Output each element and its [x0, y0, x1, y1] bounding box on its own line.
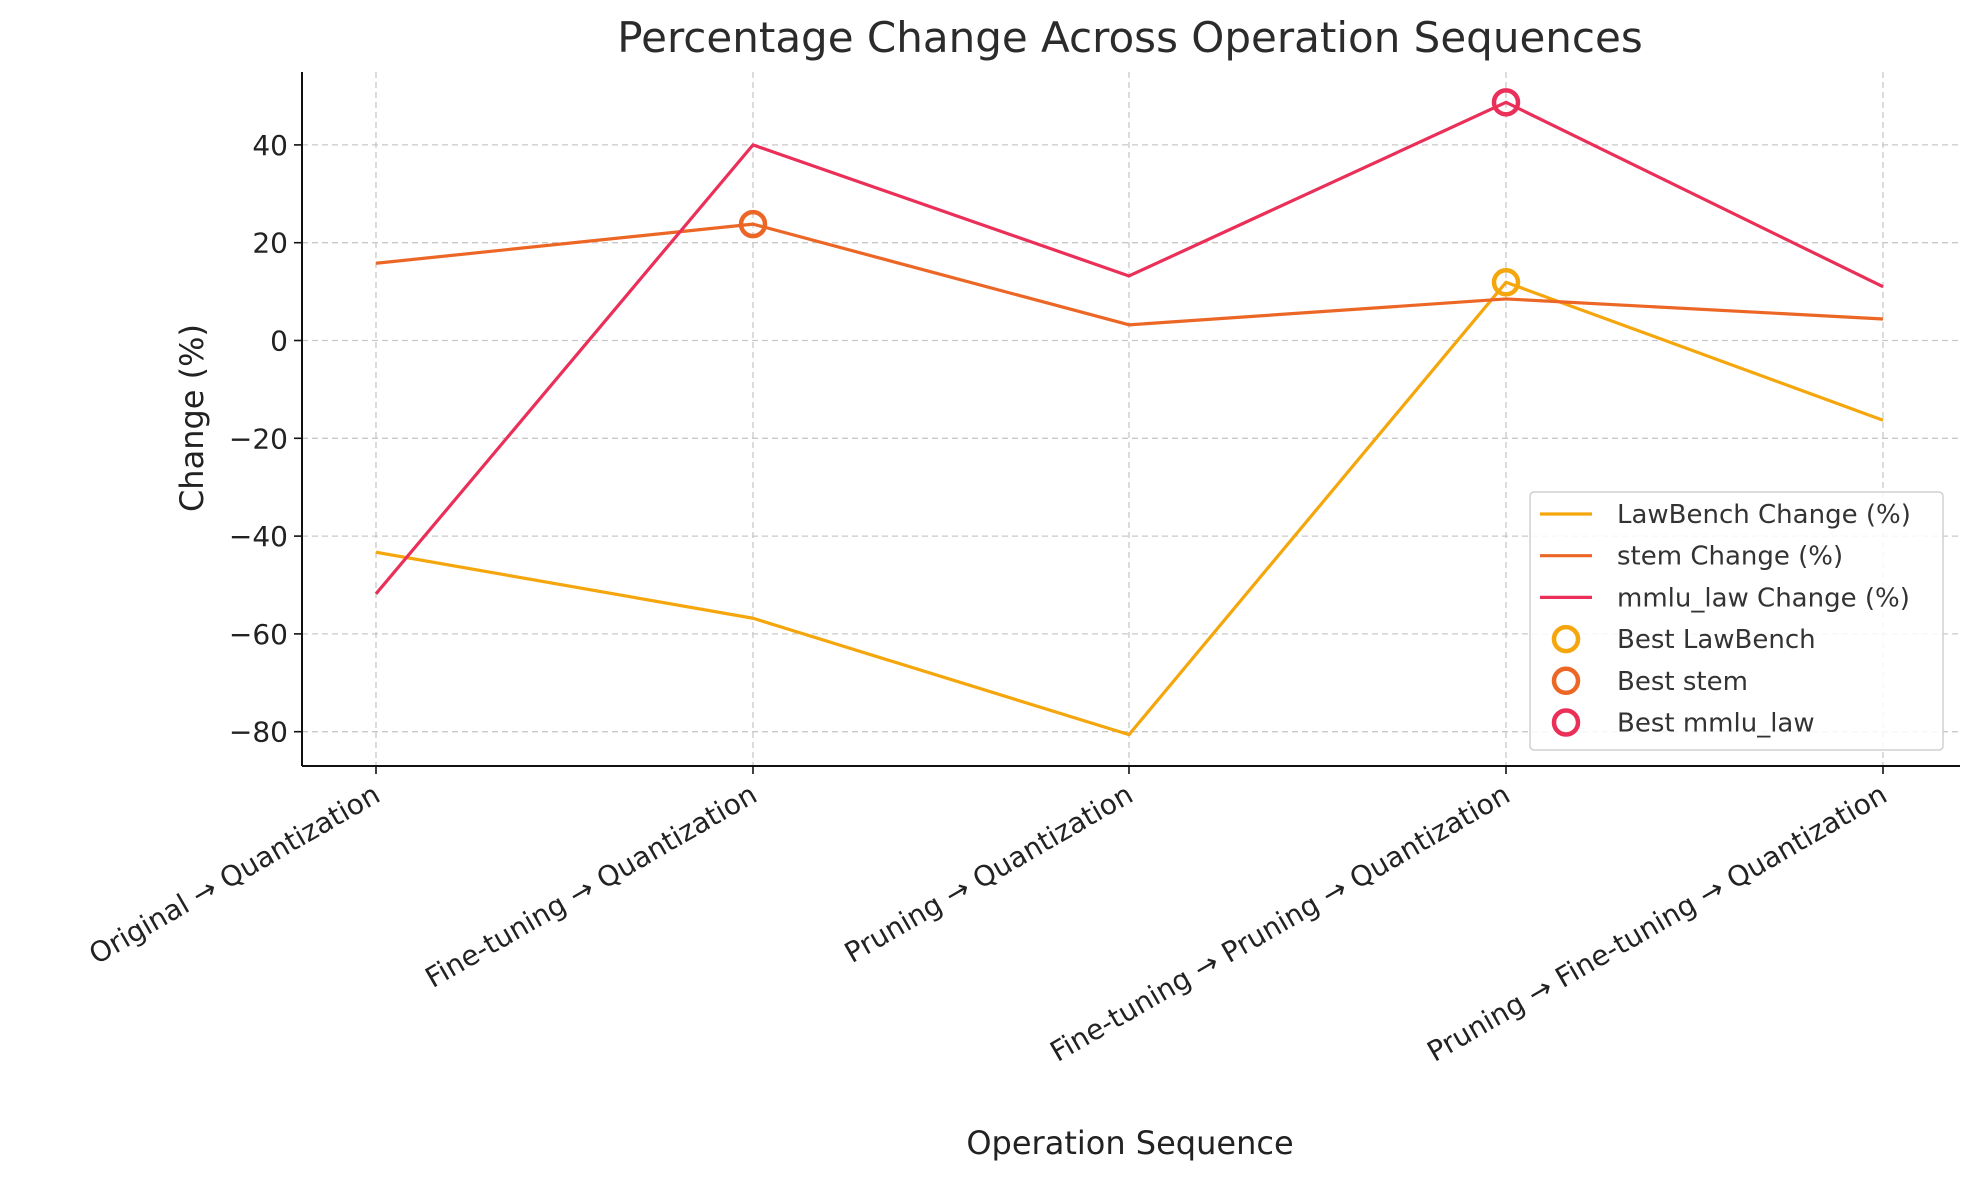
axes: [301, 72, 1960, 767]
legend-label: Best LawBench: [1617, 625, 1816, 655]
y-tick-label: −40: [229, 520, 288, 553]
x-tick-label: Pruning → Quantization: [839, 777, 1139, 969]
y-axis-label: Change (%): [173, 324, 211, 512]
x-axis-ticks: Original → Quantization Fine-tuning → Qua…: [83, 766, 1893, 1068]
legend: LawBench Change (%) stem Change (%) mmlu_l…: [1529, 491, 1944, 751]
y-tick-label: −80: [229, 716, 288, 749]
legend-marker-swatch: [1551, 666, 1581, 696]
best-markers: [738, 88, 1521, 297]
x-tick-label: Fine-tuning → Quantization: [420, 777, 763, 994]
y-tick-label: −20: [229, 422, 288, 455]
x-tick-label: Original → Quantization: [83, 777, 385, 970]
x-axis-label: Operation Sequence: [966, 1124, 1293, 1162]
best-marker: [1491, 268, 1521, 297]
x-tick-label: Pruning → Fine-tuning → Quantization: [1421, 777, 1892, 1068]
legend-label: mmlu_law Change (%): [1617, 583, 1910, 613]
legend-label: Best stem: [1617, 667, 1748, 697]
y-tick-label: 40: [252, 129, 288, 162]
chart-title: Percentage Change Across Operation Seque…: [617, 13, 1642, 62]
series-lines: [374, 100, 1884, 737]
legend-label: Best mmlu_law: [1617, 709, 1815, 739]
best-marker: [1491, 88, 1521, 117]
best-marker: [738, 209, 768, 239]
y-tick-label: 0: [270, 325, 288, 358]
legend-marker-swatch: [1551, 624, 1581, 654]
legend-label: stem Change (%): [1617, 542, 1843, 572]
y-tick-label: −60: [229, 618, 288, 651]
y-tick-label: 20: [252, 227, 288, 260]
legend-label: LawBench Change (%): [1617, 500, 1911, 530]
y-axis-ticks: −80 −60 −40 −20 0 20 40: [229, 129, 302, 749]
legend-marker-swatch: [1551, 708, 1581, 737]
x-tick-label: Fine-tuning → Pruning → Quantization: [1044, 777, 1515, 1068]
legend-box: [1529, 491, 1944, 751]
